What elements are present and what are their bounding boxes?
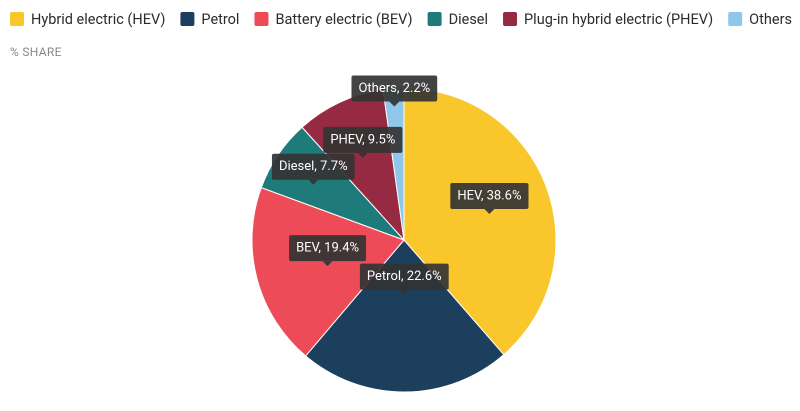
data-label-pointer [308, 179, 319, 185]
legend-swatch [503, 12, 518, 26]
data-label: Diesel, 7.7% [271, 153, 355, 185]
data-label-box [289, 235, 367, 262]
data-label-box [351, 75, 438, 102]
data-label: BEV, 19.4% [289, 235, 367, 267]
data-label-pointer [484, 209, 495, 215]
legend-label: Battery electric (BEV) [275, 11, 412, 28]
pie-slice [403, 87, 557, 356]
data-label-box [450, 183, 529, 210]
data-label-box [323, 126, 403, 153]
data-label-pointer [322, 261, 333, 267]
data-label: Others, 2.2% [351, 75, 438, 107]
data-label-box [271, 153, 355, 180]
pie-slice [251, 186, 405, 357]
data-label-box [359, 263, 449, 290]
data-label: HEV, 38.6% [450, 183, 529, 215]
chart-subtitle: % SHARE [10, 45, 62, 59]
legend: Hybrid electric (HEV) Petrol Battery elect… [10, 11, 792, 28]
legend-swatch [180, 12, 195, 26]
data-label: Petrol, 22.6% [359, 263, 449, 295]
data-label-text: Others, 2.2% [358, 81, 430, 96]
pie [251, 87, 557, 393]
data-label: PHEV, 9.5% [323, 126, 403, 158]
legend-swatch [10, 12, 24, 26]
pie-slice [304, 239, 505, 393]
legend-label: Diesel [449, 11, 488, 28]
legend-swatch [427, 12, 442, 26]
data-label-text: Petrol, 22.6% [367, 269, 442, 284]
legend-label: Hybrid electric (HEV) [31, 11, 165, 28]
data-label-text: Diesel, 7.7% [279, 159, 348, 174]
data-label-text: BEV, 19.4% [296, 241, 359, 256]
legend-swatch [728, 12, 743, 26]
legend-label: Petrol [201, 11, 239, 28]
data-label-pointer [357, 152, 368, 158]
legend-label: Others [749, 11, 792, 28]
legend-swatch [254, 12, 269, 26]
data-label-text: PHEV, 9.5% [330, 132, 395, 147]
data-label-pointer [389, 101, 400, 107]
data-label-text: HEV, 38.6% [457, 188, 521, 203]
data-labels: HEV, 38.6% Petrol, 22.6% BEV, 19.4% Diesel,… [271, 75, 529, 295]
legend-label: Plug-in hybrid electric (PHEV) [524, 11, 713, 28]
data-label-pointer [399, 289, 410, 295]
